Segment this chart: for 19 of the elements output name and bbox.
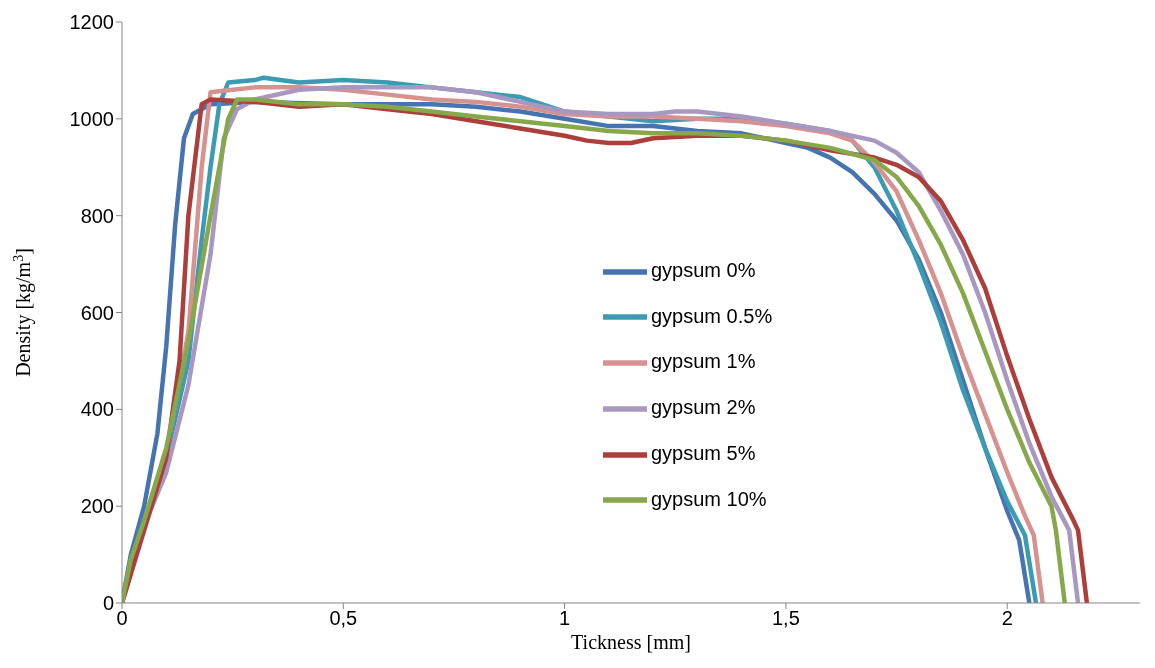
y-tick-label: 800 [80,204,114,227]
x-tick-label: 1,5 [772,607,800,630]
legend-label: gypsum 2% [651,396,756,419]
legend-label: gypsum 0.5% [651,304,773,327]
legend-label: gypsum 10% [651,487,767,510]
y-tick-label: 1200 [69,11,114,34]
x-tick-label: 0,5 [329,607,358,630]
x-tick-label: 2 [1001,607,1013,630]
y-tick-label: 0 [102,592,114,615]
x-axis-title: Tickness [mm] [571,631,691,654]
legend-label: gypsum 5% [651,441,756,464]
y-tick-label: 200 [80,495,114,518]
y-tick-label: 400 [80,398,114,421]
y-tick-label: 1000 [69,107,114,130]
x-tick-label: 0 [116,607,128,630]
legend-label: gypsum 0% [651,259,756,281]
y-tick-label: 600 [80,301,114,324]
x-tick-label: 1 [559,607,571,630]
legend-label: gypsum 1% [651,350,756,373]
